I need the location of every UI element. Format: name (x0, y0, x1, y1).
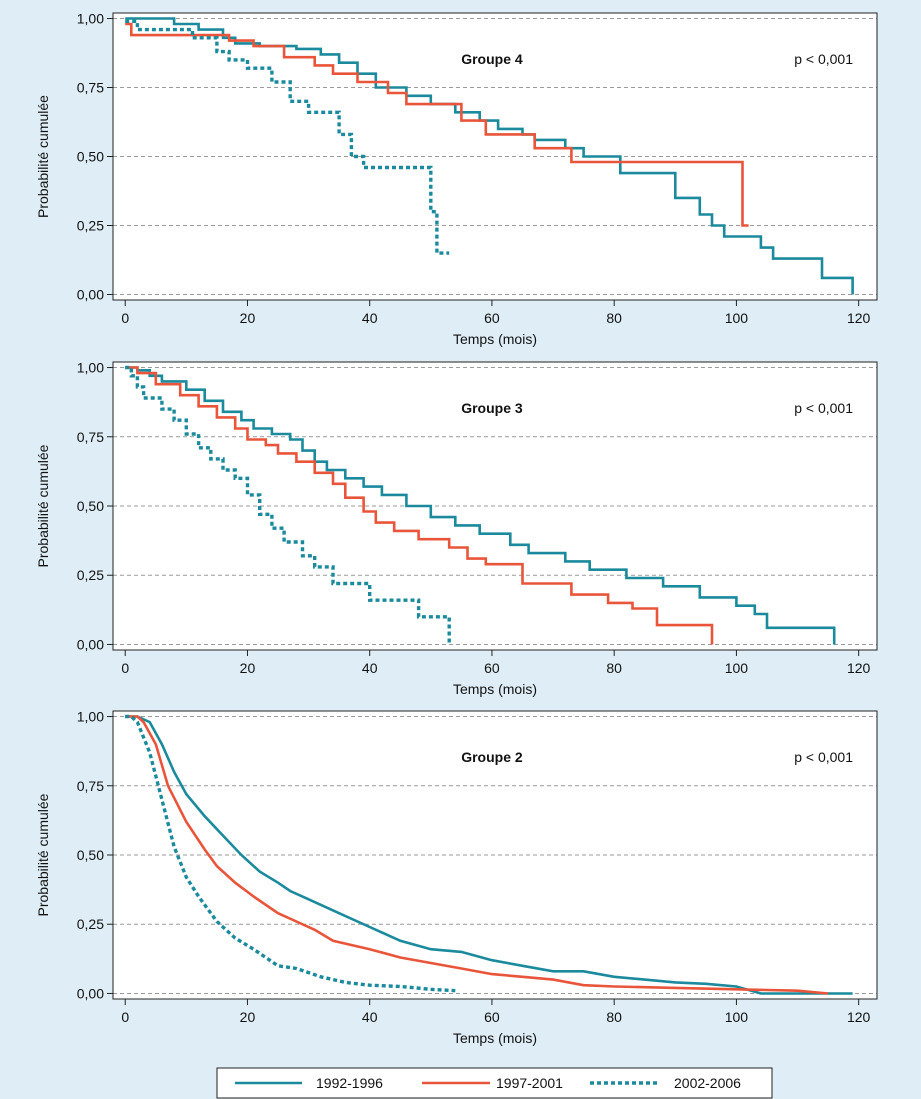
x-axis-title: Temps (mois) (453, 1030, 537, 1046)
p-value-annotation: p < 0,001 (794, 51, 853, 67)
p-value-annotation: p < 0,001 (794, 749, 853, 765)
y-axis-title: Probabilité cumulée (35, 444, 51, 567)
x-tick-label: 40 (362, 1009, 378, 1025)
series-line (125, 715, 853, 995)
x-tick-label: 0 (121, 310, 129, 326)
x-axis-title: Temps (mois) (453, 681, 537, 697)
x-tick-label: 120 (847, 310, 871, 326)
y-tick-label: 0,00 (77, 985, 104, 1001)
x-tick-label: 100 (725, 660, 749, 676)
y-tick-label: 0,00 (77, 286, 104, 302)
x-tick-label: 60 (484, 310, 500, 326)
x-tick-label: 60 (484, 1009, 500, 1025)
x-tick-label: 120 (847, 1009, 871, 1025)
y-tick-label: 0,50 (77, 498, 104, 514)
x-tick-label: 60 (484, 660, 500, 676)
y-tick-label: 1,00 (77, 709, 104, 725)
y-tick-label: 0,50 (77, 847, 104, 863)
legend-label: 2002-2006 (674, 1075, 741, 1091)
x-tick-label: 40 (362, 660, 378, 676)
series-line (125, 715, 829, 995)
x-tick-label: 100 (725, 1009, 749, 1025)
y-axis-title: Probabilité cumulée (35, 95, 51, 218)
x-tick-label: 40 (362, 310, 378, 326)
p-value-annotation: p < 0,001 (794, 400, 853, 416)
legend-label: 1997-2001 (496, 1075, 563, 1091)
y-tick-label: 0,75 (77, 429, 104, 445)
series-line (125, 366, 714, 645)
legend-box (216, 1067, 773, 1099)
y-tick-label: 0,75 (77, 80, 104, 96)
series-line (125, 366, 836, 645)
x-tick-label: 20 (240, 660, 256, 676)
legend: 1992-1996 1997-2001 2002-2006 (216, 1067, 773, 1099)
x-tick-label: 20 (240, 1009, 256, 1025)
series-line (125, 714, 456, 993)
y-tick-label: 0,75 (77, 778, 104, 794)
panel-title: Groupe 2 (461, 749, 523, 765)
x-axis-title: Temps (mois) (453, 331, 537, 347)
series-line (125, 365, 451, 645)
y-tick-label: 0,25 (77, 916, 104, 932)
km-panel: 0,00 0,25 0,50 0,75 1,00 0 20 40 60 80 100 120 Temps… (35, 709, 878, 1046)
x-tick-label: 20 (240, 310, 256, 326)
x-tick-label: 120 (847, 660, 871, 676)
panel-title: Groupe 3 (461, 400, 523, 416)
x-tick-label: 0 (121, 1009, 129, 1025)
km-panel: 0,00 0,25 0,50 0,75 1,00 0 20 40 60 80 100 120 Temps… (35, 11, 878, 347)
y-tick-label: 0,00 (77, 636, 104, 652)
y-tick-label: 0,25 (77, 567, 104, 583)
x-tick-label: 0 (121, 660, 129, 676)
km-panel: 0,00 0,25 0,50 0,75 1,00 0 20 40 60 80 100 120 Temps… (35, 360, 878, 697)
x-tick-label: 80 (606, 660, 622, 676)
y-tick-label: 1,00 (77, 360, 104, 376)
y-tick-label: 0,50 (77, 149, 104, 165)
y-axis-title: Probabilité cumulée (35, 793, 51, 916)
x-tick-label: 80 (606, 310, 622, 326)
x-tick-label: 80 (606, 1009, 622, 1025)
y-tick-label: 1,00 (77, 11, 104, 27)
series-line (125, 22, 749, 227)
x-tick-label: 100 (725, 310, 749, 326)
panel-title: Groupe 4 (461, 51, 523, 67)
y-tick-label: 0,25 (77, 217, 104, 233)
legend-label: 1992-1996 (316, 1075, 383, 1091)
